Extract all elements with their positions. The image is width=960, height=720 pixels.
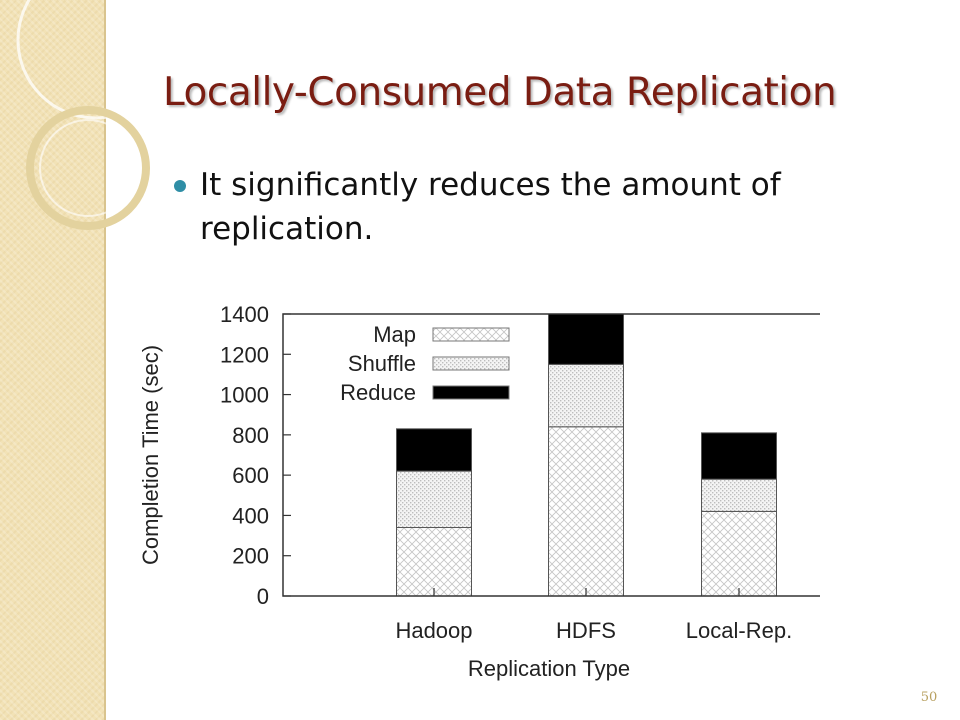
y-tick-label: 0: [257, 584, 269, 609]
x-tick-label: Local-Rep.: [686, 618, 792, 643]
deco-circle-2: [26, 106, 150, 230]
x-tick-label: HDFS: [556, 618, 616, 643]
bar-hadoop-reduce: [396, 428, 472, 472]
decorative-circles: [16, 0, 176, 230]
y-tick-label: 400: [232, 503, 269, 528]
bullet-dot-icon: [174, 180, 186, 192]
bar-hdfs-shuffle: [548, 363, 624, 428]
deco-circle-1: [16, 0, 176, 120]
legend: Map Shuffle Reduce: [340, 322, 510, 405]
slide-title: Locally-Consumed Data Replication: [163, 70, 837, 115]
y-tick-label: 1000: [220, 383, 269, 408]
x-ticks-group: Hadoop HDFS Local-Rep.: [395, 588, 792, 643]
legend-label-map: Map: [373, 322, 416, 347]
bar-local-rep-reduce: [701, 432, 777, 480]
y-tick-label: 800: [232, 423, 269, 448]
y-axis-label: Completion Time (sec): [138, 345, 163, 565]
plot-frame: [282, 313, 820, 597]
deco-circle-3: [39, 119, 137, 217]
x-tick-label: Hadoop: [395, 618, 472, 643]
legend-swatch-shuffle: [432, 356, 510, 371]
page-number: 50: [920, 690, 938, 705]
x-axis-label: Replication Type: [468, 656, 630, 681]
legend-swatch-map: [432, 327, 510, 342]
bar-hdfs-map: [548, 426, 624, 597]
y-tick-label: 1400: [220, 302, 269, 327]
legend-label-reduce: Reduce: [340, 380, 416, 405]
legend-swatch-reduce: [432, 385, 510, 400]
y-tick-label: 1200: [220, 342, 269, 367]
y-tick-label: 600: [232, 463, 269, 488]
bar-hadoop-map: [396, 527, 472, 597]
bar-local-rep-map: [701, 510, 777, 597]
bar-local-rep-shuffle: [701, 478, 777, 512]
y-tick-label: 200: [232, 544, 269, 569]
legend-label-shuffle: Shuffle: [348, 351, 416, 376]
bullet-text: It significantly reduces the amount of r…: [200, 167, 781, 247]
bar-hadoop-shuffle: [396, 470, 472, 529]
y-ticks-group: 0 200 400 600 800 1000 1200 1400: [220, 302, 291, 609]
bar-hdfs-reduce: [548, 313, 624, 365]
bars-group: [396, 313, 777, 597]
stacked-bar-chart: 0 200 400 600 800 1000 1200 1400 Hadoop HDFS Loca…: [138, 302, 820, 681]
